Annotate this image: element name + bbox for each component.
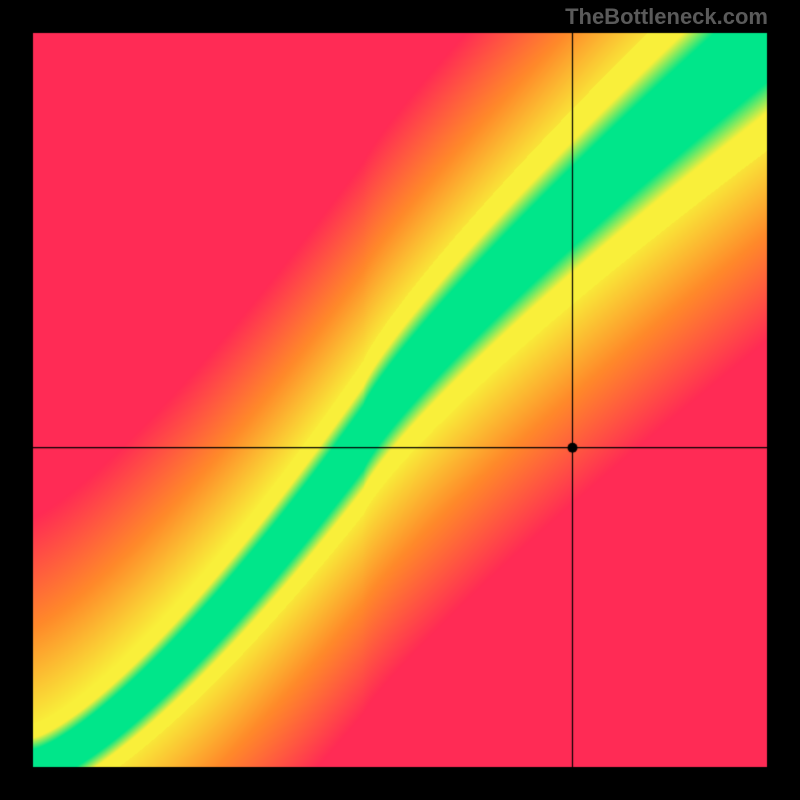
bottleneck-heatmap-canvas xyxy=(0,0,800,800)
chart-frame: TheBottleneck.com xyxy=(0,0,800,800)
watermark-text: TheBottleneck.com xyxy=(565,4,768,30)
